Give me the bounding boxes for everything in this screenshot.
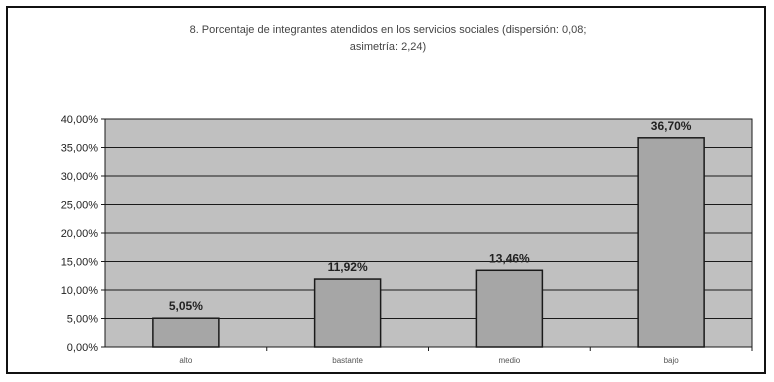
x-tick-label: alto <box>179 356 192 365</box>
data-label: 36,70% <box>651 119 692 133</box>
chart-title: 8. Porcentaje de integrantes atendidos e… <box>8 22 768 56</box>
chart-title-line-2: asimetría: 2,24) <box>349 41 427 53</box>
y-tick-label: 35,00% <box>61 143 99 155</box>
y-tick-label: 40,00% <box>61 114 99 126</box>
bar <box>637 137 705 348</box>
x-tick-label: medio <box>498 356 520 365</box>
y-tick-label: 20,00% <box>61 228 99 240</box>
chart-title-line-1: 8. Porcentaje de integrantes atendidos e… <box>189 24 587 36</box>
x-tick-label: bajo <box>664 356 680 365</box>
data-label: 11,92% <box>328 260 368 274</box>
y-tick-label: 5,00% <box>67 314 98 326</box>
chart-frame: 8. Porcentaje de integrantes atendidos e… <box>6 6 766 374</box>
data-label: 13,46% <box>489 251 530 265</box>
y-tick-label: 25,00% <box>61 200 99 212</box>
y-tick-label: 15,00% <box>61 257 99 269</box>
x-tick-label: bastante <box>332 356 363 365</box>
bar-chart: 0,00% 5,00% 10,00% 15,00% 20,00% 25,00% 30,00%… <box>61 114 753 365</box>
bar <box>313 278 382 348</box>
data-label: 5,05% <box>169 299 203 313</box>
y-tick-label: 30,00% <box>61 171 99 183</box>
bar <box>475 269 544 348</box>
y-tick-label: 0,00% <box>67 342 98 354</box>
y-tick-label: 10,00% <box>61 285 99 297</box>
bar <box>152 317 220 348</box>
